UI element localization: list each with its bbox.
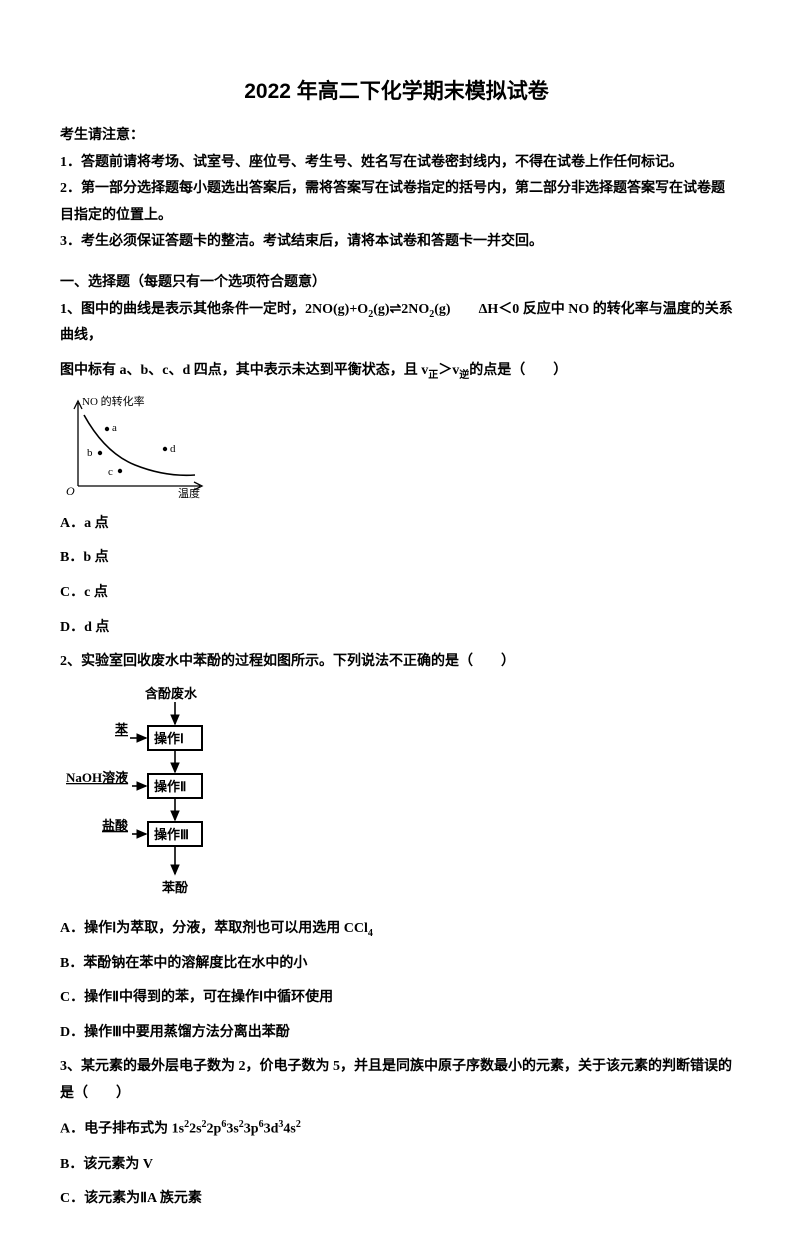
q2-flowchart: 含酚废水 操作Ⅰ 苯 操作Ⅱ NaOH溶液 操作Ⅲ 盐酸 bbox=[60, 684, 260, 904]
q1-stem-line2: 图中标有 a、b、c、d 四点，其中表示未达到平衡状态，且 v正＞v逆的点是（ … bbox=[60, 358, 733, 385]
origin: O bbox=[66, 484, 75, 498]
q2-optD: D．操作Ⅲ中要用蒸馏方法分离出苯酚 bbox=[60, 1020, 733, 1047]
spacer bbox=[60, 572, 733, 580]
spacer bbox=[60, 977, 733, 985]
q1-text2-b: ＞v bbox=[438, 363, 459, 378]
q3A-f: 3d bbox=[264, 1122, 279, 1137]
notice-heading: 考生请注意： bbox=[60, 123, 733, 150]
q3A-g: 4s bbox=[283, 1122, 295, 1137]
sub-ni: 逆 bbox=[459, 370, 469, 381]
page-title: 2022 年高二下化学期末模拟试卷 bbox=[60, 75, 733, 105]
pt-b: b bbox=[87, 447, 93, 459]
spacer bbox=[60, 607, 733, 615]
q3A-a: A．电子排布式为 1s bbox=[60, 1122, 184, 1137]
q3-optC: C．该元素为ⅡA 族元素 bbox=[60, 1186, 733, 1213]
notice-1: 1．答题前请将考场、试室号、座位号、考生号、姓名写在试卷密封线内，不得在试卷上作… bbox=[60, 150, 733, 177]
spacer bbox=[60, 1144, 733, 1152]
spacer bbox=[60, 943, 733, 951]
q3A-b: 2s bbox=[189, 1122, 201, 1137]
q2-optB: B．苯酚钠在苯中的溶解度比在水中的小 bbox=[60, 951, 733, 978]
q3A-c: 2p bbox=[207, 1122, 222, 1137]
ylabel: NO 的转化率 bbox=[82, 394, 145, 408]
q1-text2-a: 图中标有 a、b、c、d 四点，其中表示未达到平衡状态，且 v bbox=[60, 363, 428, 378]
spacer bbox=[60, 1178, 733, 1186]
exam-page: 2022 年高二下化学期末模拟试卷 考生请注意： 1．答题前请将考场、试室号、座… bbox=[0, 0, 793, 1253]
pt-d: d bbox=[170, 443, 176, 455]
flow-box2: 操作Ⅱ bbox=[154, 779, 186, 794]
q3A-e: 3p bbox=[244, 1122, 259, 1137]
spacer bbox=[60, 641, 733, 649]
q1-optA: A．a 点 bbox=[60, 511, 733, 538]
q2-optA: A．操作Ⅰ为萃取，分液，萃取剂也可以用选用 CCl4 bbox=[60, 916, 733, 943]
q1-optC: C．c 点 bbox=[60, 580, 733, 607]
spacer bbox=[60, 1046, 733, 1054]
spacer bbox=[60, 1012, 733, 1020]
notice-2: 2．第一部分选择题每小题选出答案后，需将答案写在试卷指定的括号内，第二部分非选择… bbox=[60, 176, 733, 229]
spacer bbox=[60, 537, 733, 545]
q3-optB: B．该元素为 V bbox=[60, 1152, 733, 1179]
xlabel: 温度 bbox=[178, 486, 200, 500]
q3A-d: 3s bbox=[226, 1122, 238, 1137]
q2-optC: C．操作Ⅱ中得到的苯，可在操作Ⅰ中循环使用 bbox=[60, 985, 733, 1012]
section-1-heading: 一、选择题（每题只有一个选项符合题意） bbox=[60, 270, 733, 297]
spacer bbox=[60, 1107, 733, 1115]
flow-top: 含酚废水 bbox=[144, 686, 198, 701]
spacer bbox=[60, 350, 733, 358]
q1-text-a: 1、图中的曲线是表示其他条件一定时，2NO(g)+O bbox=[60, 302, 368, 317]
q1-chart-svg: a b c d NO 的转化率 温度 O bbox=[60, 391, 210, 501]
q1-chart: a b c d NO 的转化率 温度 O bbox=[60, 391, 210, 501]
flow-box1: 操作Ⅰ bbox=[154, 731, 184, 746]
spacer bbox=[60, 256, 733, 270]
q3-optA: A．电子排布式为 1s22s22p63s23p63d34s2 bbox=[60, 1115, 733, 1143]
notice-3: 3．考生必须保证答题卡的整洁。考试结束后，请将本试卷和答题卡一并交回。 bbox=[60, 229, 733, 256]
sub-zheng: 正 bbox=[428, 370, 438, 381]
q2-optA-a: A．操作Ⅰ为萃取，分液，萃取剂也可以用选用 CCl bbox=[60, 921, 368, 936]
q1-stem-line1: 1、图中的曲线是表示其他条件一定时，2NO(g)+O2(g)⇌2NO2(g) Δ… bbox=[60, 297, 733, 350]
q1-optD: D．d 点 bbox=[60, 615, 733, 642]
sup: 2 bbox=[296, 1119, 301, 1130]
q1-text-b: (g)⇌2NO bbox=[373, 302, 429, 317]
flow-box3: 操作Ⅲ bbox=[154, 827, 189, 842]
q1-optB: B．b 点 bbox=[60, 545, 733, 572]
flow-in3: 盐酸 bbox=[102, 818, 129, 833]
pt-a: a bbox=[112, 422, 117, 434]
flow-in2: NaOH溶液 bbox=[66, 770, 128, 785]
q3-stem: 3、某元素的最外层电子数为 2，价电子数为 5，并且是同族中原子序数最小的元素，… bbox=[60, 1054, 733, 1107]
q1-text2-c: 的点是（ ） bbox=[469, 363, 567, 378]
flow-bottom: 苯酚 bbox=[161, 880, 189, 895]
pt-c: c bbox=[108, 466, 113, 478]
q2-stem: 2、实验室回收废水中苯酚的过程如图所示。下列说法不正确的是（ ） bbox=[60, 649, 733, 676]
sub-4: 4 bbox=[368, 928, 373, 939]
q2-flow-svg: 含酚废水 操作Ⅰ 苯 操作Ⅱ NaOH溶液 操作Ⅲ 盐酸 bbox=[60, 684, 260, 904]
flow-in1: 苯 bbox=[114, 722, 129, 737]
